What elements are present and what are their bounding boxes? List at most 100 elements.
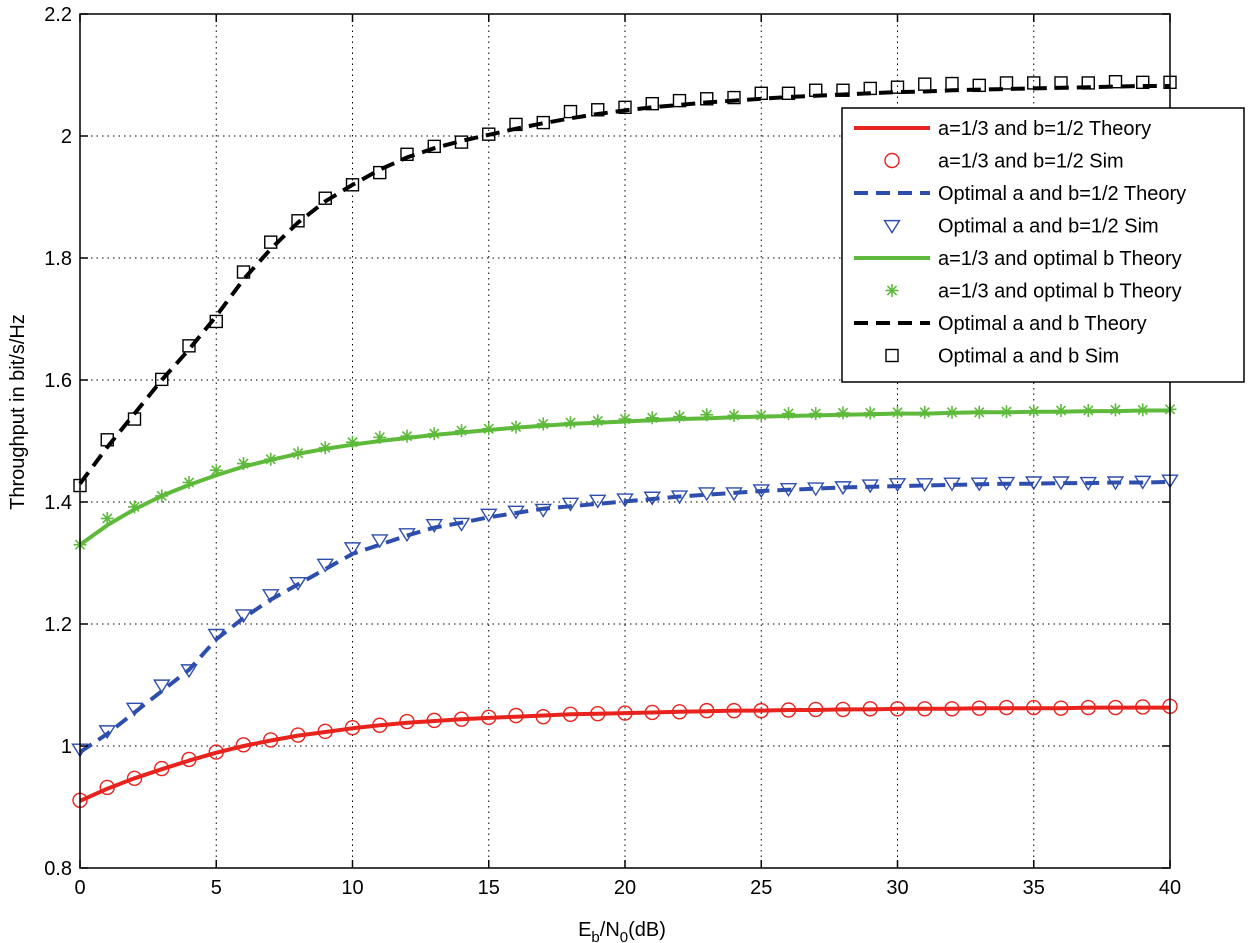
data-point-star xyxy=(182,475,196,489)
x-tick-label: 40 xyxy=(1159,877,1181,899)
data-point-star xyxy=(291,446,305,460)
data-point-circle xyxy=(263,732,279,748)
y-axis-label: Throughput in bit/s/Hz xyxy=(7,314,29,510)
data-point-star xyxy=(1081,404,1095,417)
data-point-star xyxy=(673,410,686,424)
data-point-star xyxy=(645,411,659,425)
data-point-star xyxy=(264,452,278,466)
y-tick-label: 2.2 xyxy=(44,4,72,26)
data-point-triangle xyxy=(152,679,171,694)
data-point-square xyxy=(618,100,632,115)
data-point-star xyxy=(346,435,359,449)
data-point-triangle xyxy=(1106,476,1125,491)
data-point-star xyxy=(482,422,496,436)
data-point-square xyxy=(836,83,850,97)
data-point-circle xyxy=(481,709,497,726)
data-point-triangle xyxy=(779,483,798,498)
legend-label: a=1/3 and b=1/2 Sim xyxy=(938,151,1124,173)
x-tick-label: 30 xyxy=(886,877,908,899)
data-point-circle xyxy=(317,723,333,740)
data-point-circle xyxy=(372,717,388,733)
data-point-circle xyxy=(1026,699,1042,716)
data-point-triangle xyxy=(561,497,580,512)
data-point-circle xyxy=(944,701,960,717)
data-point-circle xyxy=(889,701,906,717)
data-point-triangle xyxy=(370,534,389,549)
legend-entry: a=1/3 and b=1/2 Sim xyxy=(884,151,1124,173)
x-tick-label: 15 xyxy=(478,877,500,899)
data-point-square xyxy=(1136,75,1150,90)
data-point-circle xyxy=(181,751,197,768)
data-point-star xyxy=(918,405,932,419)
legend-entry: Optimal a and b Sim xyxy=(885,346,1119,368)
data-point-star xyxy=(1027,404,1041,418)
data-point-square xyxy=(482,127,496,141)
series-layer xyxy=(71,75,1179,808)
data-point-circle xyxy=(644,704,660,721)
data-point-square xyxy=(672,93,687,108)
data-point-triangle xyxy=(507,505,525,520)
data-point-square xyxy=(264,235,278,249)
data-point-square xyxy=(754,86,768,101)
data-point-circle xyxy=(971,700,987,716)
data-point-circle xyxy=(99,779,115,796)
legend-box xyxy=(841,107,1245,383)
data-point-square xyxy=(427,139,441,154)
data-point-square xyxy=(155,372,169,387)
data-point-square xyxy=(318,191,332,205)
data-point-star xyxy=(318,441,332,455)
data-point-triangle xyxy=(316,558,335,573)
data-point-square xyxy=(700,92,714,106)
data-point-circle xyxy=(617,705,633,721)
data-point-circle xyxy=(835,701,851,718)
data-point-circle xyxy=(208,744,224,760)
data-point-star xyxy=(128,500,141,514)
data-point-star xyxy=(809,407,823,421)
data-point-triangle xyxy=(943,477,961,492)
x-axis-label: Eb/N0(dB) xyxy=(578,919,666,943)
data-point-circle xyxy=(235,737,252,753)
data-point-circle xyxy=(508,707,524,724)
data-point-circle xyxy=(726,702,742,719)
data-point-square xyxy=(809,83,823,97)
legend-entry: Optimal a and b=1/2 Sim xyxy=(883,216,1159,238)
data-point-star xyxy=(754,408,768,422)
series-line xyxy=(78,479,1171,754)
data-point-circle xyxy=(1107,699,1124,716)
x-tick-label: 25 xyxy=(750,877,772,899)
data-point-triangle xyxy=(806,482,825,497)
data-point-square xyxy=(100,433,114,447)
data-point-triangle xyxy=(861,479,880,494)
y-tick-label: 1.2 xyxy=(44,614,72,636)
data-point-triangle xyxy=(834,481,852,496)
data-point-triangle xyxy=(1079,476,1098,491)
data-point-star xyxy=(373,430,387,444)
y-tick-label: 1.6 xyxy=(44,370,72,392)
data-point-star xyxy=(455,424,468,438)
series-5 xyxy=(73,402,1177,552)
data-point-circle xyxy=(753,702,769,719)
series-6 xyxy=(78,84,1170,485)
legend-label: Optimal a and b=1/2 Theory xyxy=(938,183,1186,205)
data-point-star xyxy=(400,429,414,443)
data-point-circle xyxy=(154,760,170,777)
data-point-square xyxy=(345,178,360,192)
data-point-star xyxy=(891,405,904,419)
data-point-triangle xyxy=(479,508,498,523)
data-point-square xyxy=(291,214,305,228)
data-point-triangle xyxy=(343,542,362,557)
data-point-triangle xyxy=(970,477,989,492)
data-point-square xyxy=(727,90,741,105)
data-point-circle xyxy=(290,727,306,743)
data-point-circle xyxy=(862,701,878,717)
data-point-star xyxy=(972,405,986,419)
data-point-star xyxy=(155,489,169,503)
data-point-triangle xyxy=(670,490,689,505)
y-tick-label: 1.4 xyxy=(44,492,72,514)
series-2 xyxy=(78,479,1171,754)
data-point-triangle xyxy=(534,503,553,518)
data-point-circle xyxy=(590,705,606,722)
data-point-star xyxy=(1109,403,1122,417)
data-point-star xyxy=(427,427,441,441)
data-point-triangle xyxy=(289,576,307,591)
